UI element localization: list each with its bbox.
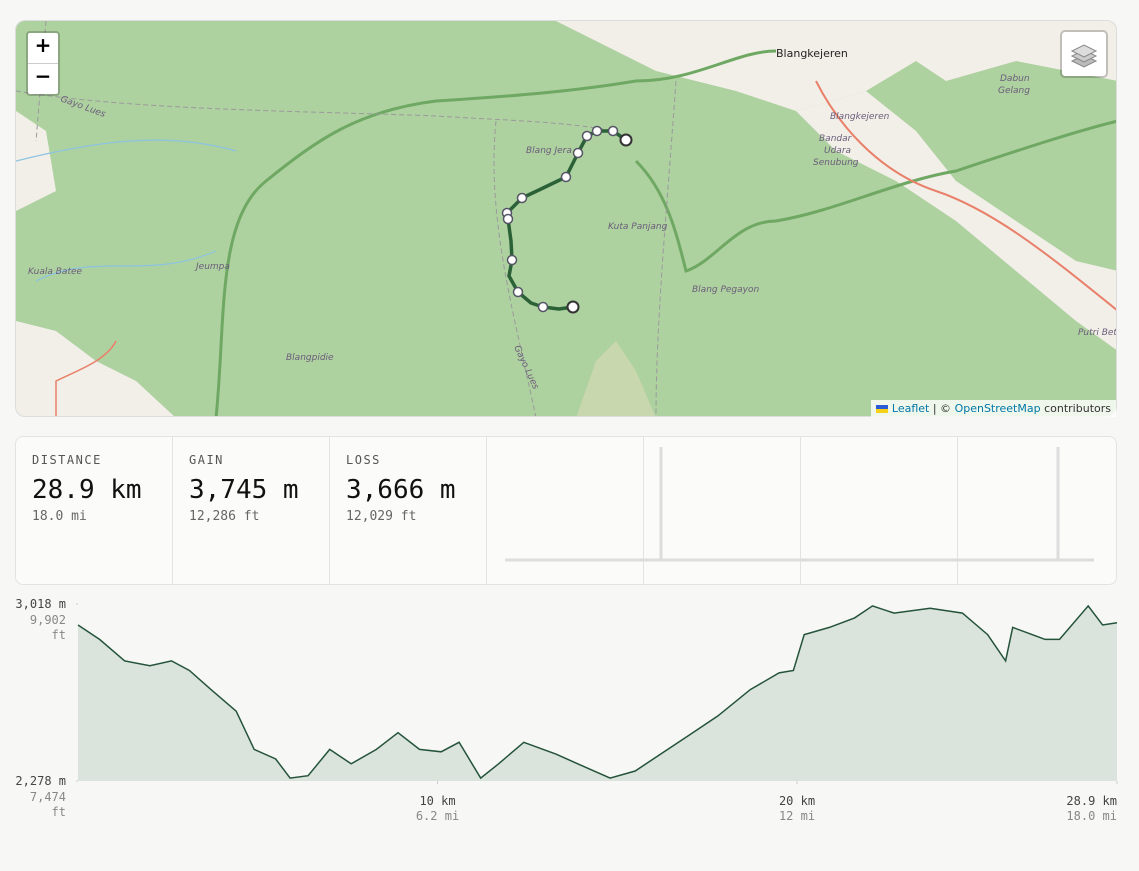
- stat: GAIN 3,745 m 12,286 ft: [173, 437, 330, 584]
- place: Blangpidie: [286, 353, 334, 363]
- x-label: 10 km: [419, 794, 455, 808]
- place: Gelang: [998, 86, 1030, 96]
- forest: [16, 21, 1116, 416]
- y-sublabel: 9,902: [30, 613, 66, 627]
- stat-label: LOSS: [346, 453, 381, 467]
- river: [16, 139, 237, 282]
- place: Blang Pegayon: [692, 285, 759, 295]
- attr-rest: contributors: [1044, 402, 1111, 415]
- road: [815, 80, 1116, 311]
- y-label: 3,018 m: [15, 597, 66, 611]
- flag: [876, 405, 889, 413]
- x-label: 28.9 km: [1066, 794, 1117, 808]
- zoom-in[interactable]: +: [34, 33, 52, 57]
- place: Dabun: [1000, 74, 1030, 84]
- y-unit: ft: [52, 628, 66, 642]
- map-tiles: Blangkejeren Dabun Gelang Blangkejeren B…: [16, 21, 1117, 416]
- town-area: [556, 21, 1116, 111]
- stat-sub: 18.0 mi: [32, 509, 87, 524]
- osm-link[interactable]: OpenStreetMap: [954, 402, 1041, 415]
- clearing: [576, 341, 656, 416]
- stat-empty: [644, 437, 801, 584]
- map[interactable]: Blangkejeren Dabun Gelang Blangkejeren B…: [15, 20, 1117, 417]
- y-unit: ft: [52, 805, 66, 819]
- boundary: [634, 119, 1116, 273]
- stats-panel: DISTANCE 28.9 km 18.0 mi GAIN 3,745 m 12…: [15, 436, 1117, 585]
- stat-sub: 12,029 ft: [346, 509, 417, 524]
- place: Bandar: [819, 134, 853, 144]
- stat-value: 3,745 m: [189, 475, 299, 505]
- attr-sep: | ©: [932, 402, 952, 415]
- stat-value: 3,666 m: [346, 475, 456, 505]
- stat: LOSS 3,666 m 12,029 ft: [330, 437, 487, 584]
- y-sublabel: 7,474: [30, 790, 66, 804]
- x-sublabel: 6.2 mi: [416, 809, 459, 823]
- stat-sub: 12,286 ft: [189, 509, 260, 524]
- zoom-out[interactable]: −: [28, 63, 58, 94]
- y-label: 2,278 m: [15, 774, 66, 788]
- x-label: 20 km: [779, 794, 815, 808]
- stat-label: DISTANCE: [32, 453, 102, 467]
- place: Blangkejeren: [830, 112, 890, 122]
- stat: DISTANCE 28.9 km 18.0 mi: [16, 437, 173, 584]
- place: Udara: [824, 146, 851, 156]
- layers-icon: [1070, 44, 1098, 68]
- stat-value: 28.9 km: [32, 475, 142, 505]
- place: Kuta Panjang: [608, 222, 668, 232]
- layers-button[interactable]: [1060, 30, 1108, 78]
- place: Kuala Batee: [28, 267, 83, 277]
- overlay-lines: [505, 447, 1094, 562]
- place: Blang Jera: [526, 146, 572, 156]
- attribution: Leaflet | © OpenStreetMap contributors: [871, 400, 1116, 417]
- elevation-area: [78, 605, 1117, 781]
- stat-empty: [801, 437, 958, 584]
- place: Putri Bet: [1078, 328, 1117, 338]
- elevation-line: [77, 604, 1118, 780]
- x-sublabel: 18.0 mi: [1066, 809, 1117, 823]
- place: Jeumpa: [194, 262, 230, 272]
- stat-label: GAIN: [189, 453, 224, 467]
- boundary: [214, 49, 777, 416]
- x-sublabel: 12 mi: [779, 809, 815, 823]
- place: Blangkejeren: [776, 47, 848, 60]
- place: Senubung: [813, 158, 859, 168]
- w-area: [16, 111, 56, 211]
- admin-line: [16, 90, 617, 132]
- leaflet-link[interactable]: Leaflet: [891, 402, 930, 415]
- valley-area: [796, 91, 1116, 350]
- zoom-control: + −: [26, 31, 60, 96]
- road: [55, 340, 117, 416]
- stat-empty: [487, 437, 644, 584]
- route-points: [501, 125, 633, 314]
